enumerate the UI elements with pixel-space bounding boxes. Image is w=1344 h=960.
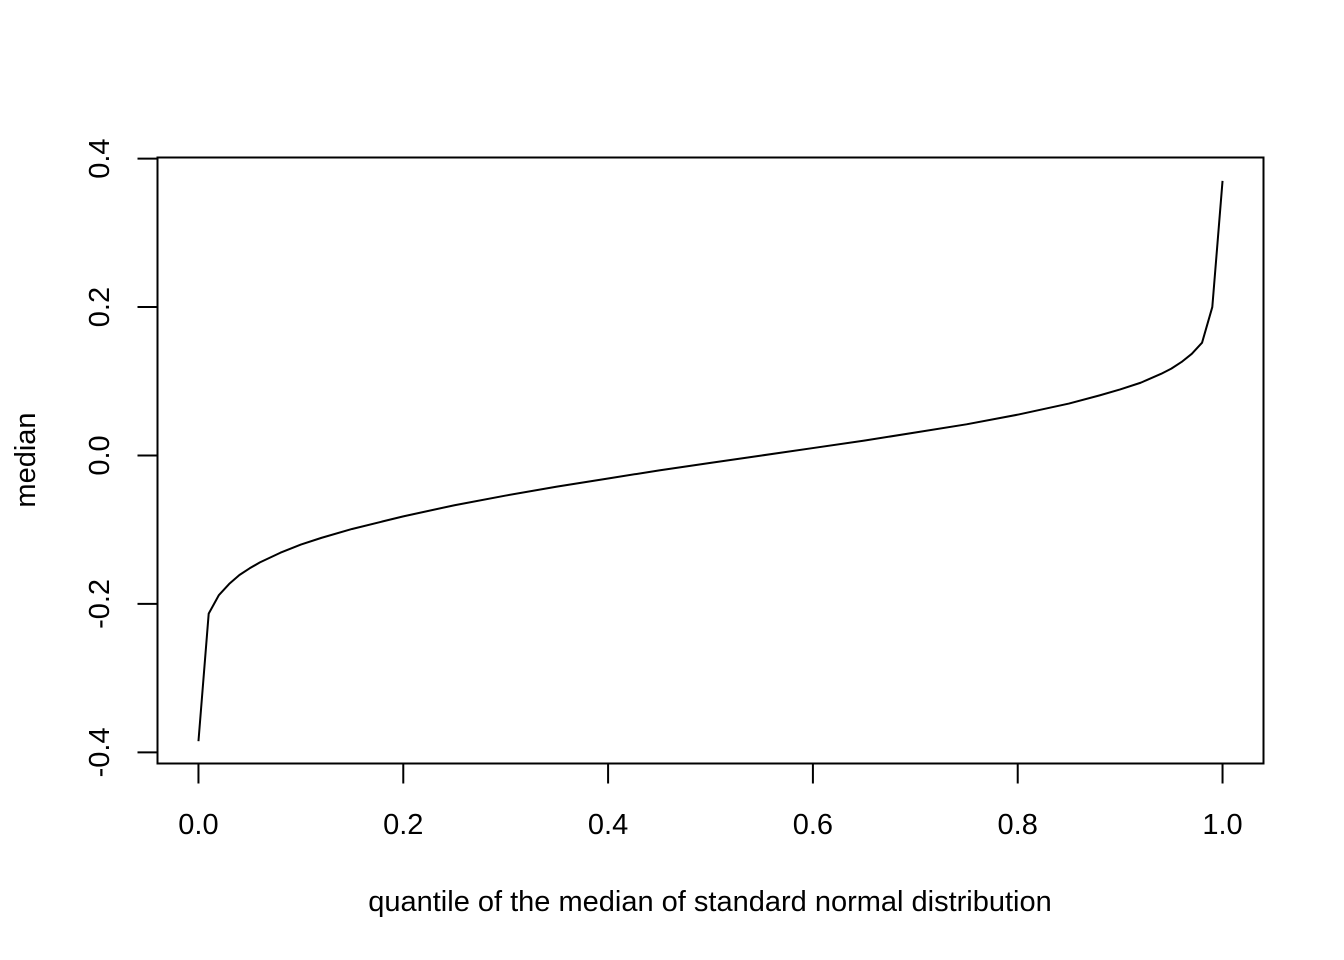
- x-tick-label: 0.2: [383, 809, 423, 841]
- plot-frame: [156, 156, 1265, 765]
- x-tick-label: 0.6: [793, 809, 833, 841]
- y-tick-label: -0.2: [84, 579, 116, 629]
- x-tick-label: 0.4: [588, 809, 628, 841]
- data-line: [197, 180, 1224, 742]
- x-axis-label: quantile of the median of standard norma…: [368, 886, 1052, 918]
- y-axis: -0.4 -0.2 0.0 0.2 0.4: [84, 138, 159, 777]
- y-tick-label: 0.2: [84, 287, 116, 327]
- x-tick-label: 0.0: [178, 809, 218, 841]
- x-tick-label: 1.0: [1202, 809, 1242, 841]
- y-tick-label: 0.4: [84, 138, 116, 178]
- y-tick-label: 0.0: [84, 435, 116, 475]
- y-axis-label: median: [10, 412, 42, 507]
- y-tick-label: -0.4: [84, 727, 116, 777]
- x-axis: 0.0 0.2 0.4 0.6 0.8 1.0: [178, 762, 1243, 841]
- x-tick-label: 0.8: [998, 809, 1038, 841]
